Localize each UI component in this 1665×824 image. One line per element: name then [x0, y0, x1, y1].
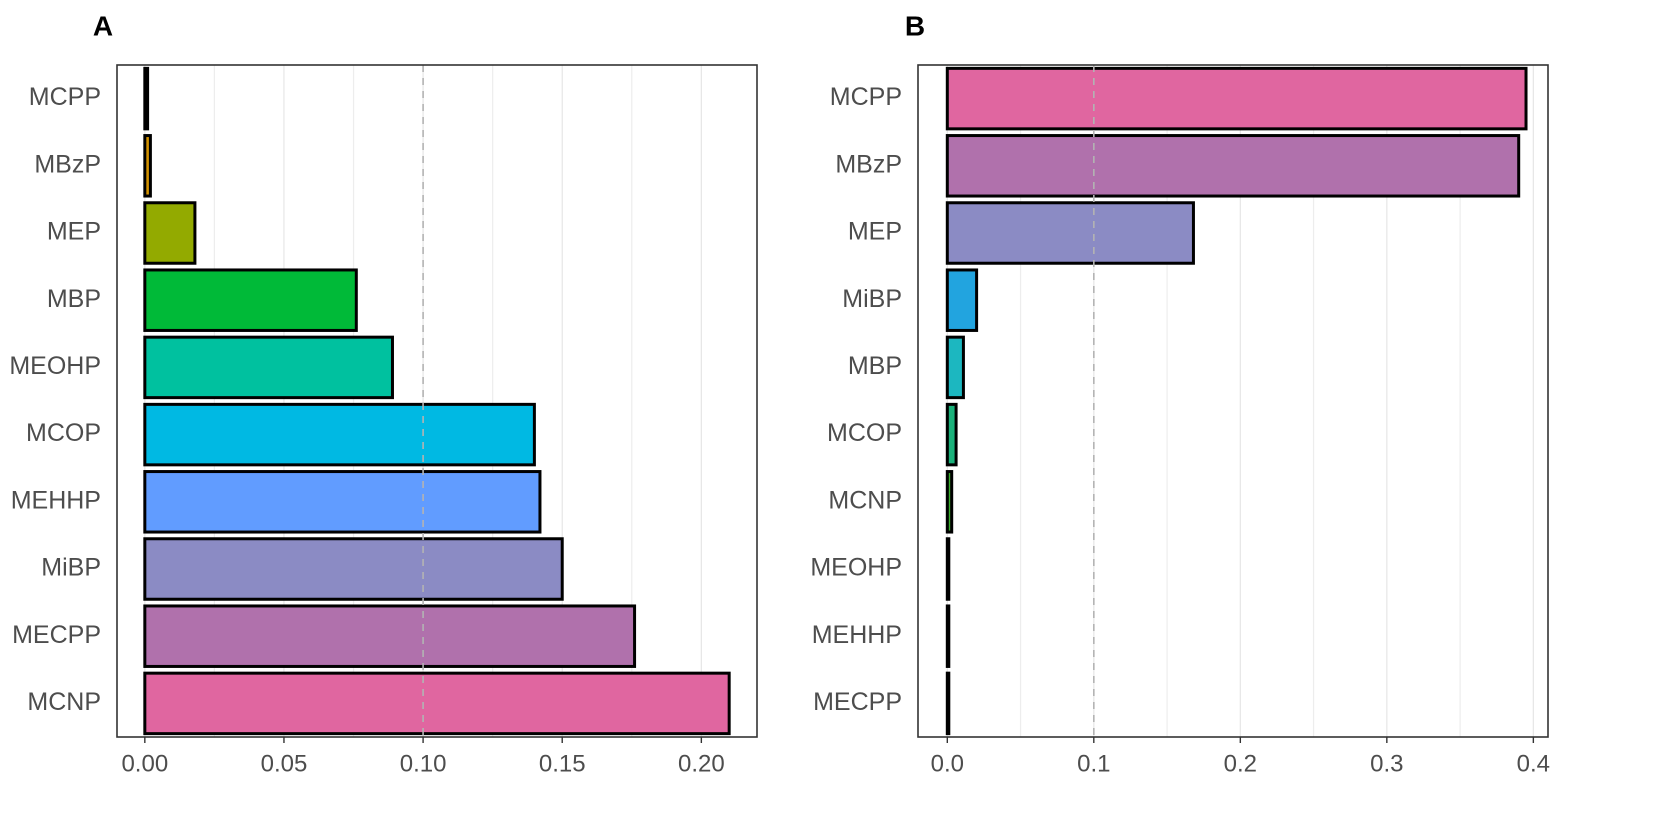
panel-a-category-label-mbzp: MBzP — [34, 150, 101, 178]
panel-b-bar-mibp — [945, 268, 979, 332]
panel-a-xtick-label-0: 0.00 — [121, 750, 168, 777]
panel-b-category-label-mcop: MCOP — [827, 419, 902, 447]
panel-b-category-label-mehhp: MEHHP — [812, 621, 902, 649]
panel-a-bar-mecpp — [143, 604, 637, 668]
panel-a-category-label-mbp: MBP — [47, 285, 101, 313]
panel-b-category-label-mbzp: MBzP — [835, 150, 902, 178]
panel-a-bar-mep — [143, 201, 197, 265]
panel-a-category-label-mep: MEP — [47, 218, 101, 246]
panel-a-xtick-label-4: 0.20 — [678, 750, 725, 777]
panel-a-bar-mcpp — [143, 66, 150, 131]
panel-b-xtick-label-4: 0.4 — [1517, 750, 1550, 777]
panel-b-category-label-mibp: MiBP — [842, 285, 902, 313]
panel-b-category-label-mcnp: MCNP — [828, 486, 902, 514]
panel-a-plot-frame — [116, 64, 758, 738]
panel-a-category-label-meohp: MEOHP — [9, 352, 101, 380]
panel-b-bar-mep — [945, 201, 1195, 265]
panel-a-category-label-mcnp: MCNP — [27, 688, 101, 716]
panel-a-bar-mcnp — [143, 671, 731, 736]
panel-a-xtick-label-1: 0.05 — [261, 750, 308, 777]
panel-b-xtick-label-3: 0.3 — [1370, 750, 1403, 777]
panel-b-xtick-label-2: 0.2 — [1224, 750, 1257, 777]
panel-b-bar-mcop — [945, 402, 958, 467]
panel-b-bar-meohp — [945, 537, 951, 601]
panel-a-category-label-mehhp: MEHHP — [11, 486, 101, 514]
panel-a-bar-mehhp — [143, 470, 542, 534]
panel-a-label: A — [93, 10, 113, 41]
panel-a-bar-mibp — [143, 537, 564, 601]
panel-b-plot-frame — [917, 64, 1549, 738]
panel-b-bar-mbzp — [945, 134, 1521, 198]
panel-b-category-label-mcpp: MCPP — [830, 83, 902, 111]
panel-a-xtick-label-3: 0.15 — [539, 750, 586, 777]
panel-a-category-label-mibp: MiBP — [41, 554, 101, 582]
panel-b-bar-mehhp — [945, 604, 951, 668]
panel-b-category-label-meohp: MEOHP — [810, 554, 902, 582]
panel-a-category-label-mcop: MCOP — [26, 419, 101, 447]
panel-a-category-label-mcpp: MCPP — [29, 83, 101, 111]
panel-b-category-label-mecpp: MECPP — [813, 688, 902, 716]
panel-b-bar-mcpp — [945, 66, 1528, 131]
panel-a-bar-mbp — [143, 268, 358, 332]
panel-a-category-label-mecpp: MECPP — [12, 621, 101, 649]
panel-b-category-label-mep: MEP — [848, 218, 902, 246]
panel-b-bar-mcnp — [945, 470, 954, 534]
panel-b-bar-mecpp — [945, 671, 951, 736]
panel-a-bar-meohp — [143, 335, 394, 400]
panel-a-xtick-label-2: 0.10 — [400, 750, 447, 777]
panel-b-category-label-mbp: MBP — [848, 352, 902, 380]
panel-b-xtick-label-0: 0.0 — [931, 750, 964, 777]
panel-b-bar-mbp — [945, 335, 965, 400]
panel-b-label: B — [905, 10, 925, 41]
panel-a-bar-mbzp — [143, 134, 152, 198]
panel-b-xtick-label-1: 0.1 — [1077, 750, 1110, 777]
panel-a-bar-mcop — [143, 402, 536, 467]
